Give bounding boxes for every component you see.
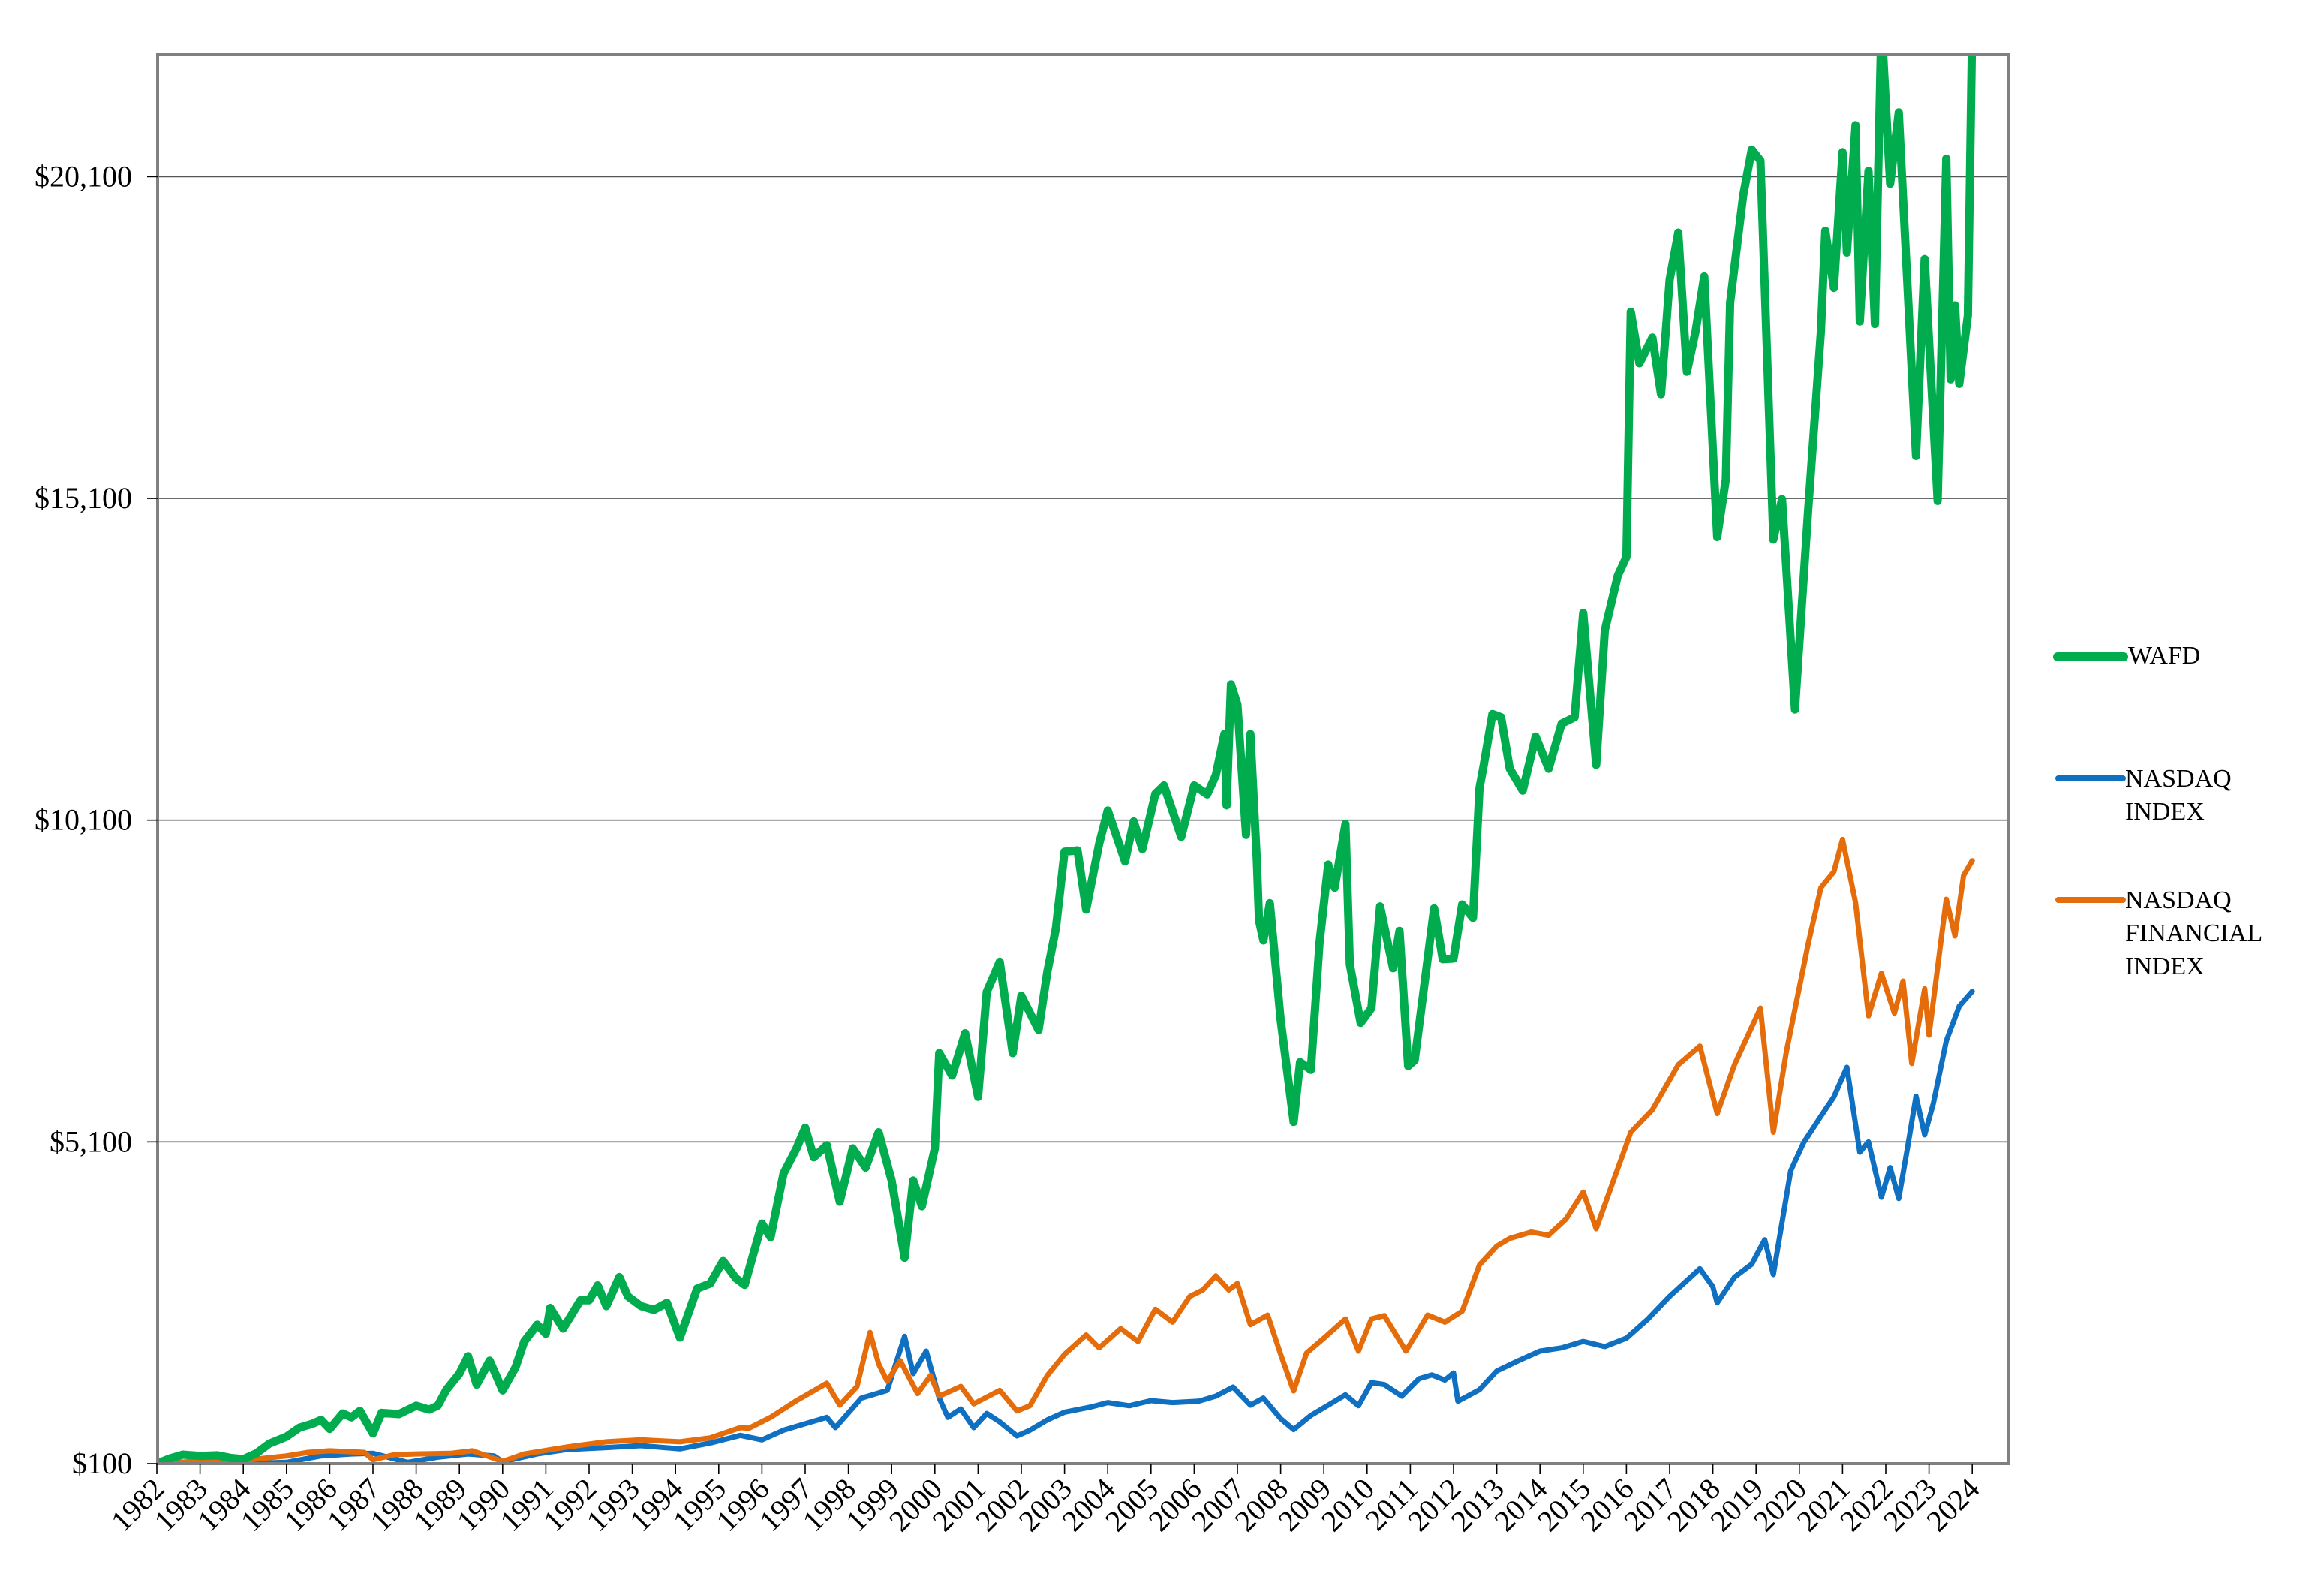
y-tick-label: $100: [72, 1446, 132, 1480]
y-tick-label: $20,100: [35, 159, 132, 193]
y-axis: $100 $5,100 $10,100 $15,100 $20,100: [35, 159, 158, 1480]
legend-label: NASDAQ INDEX: [2125, 765, 2232, 826]
y-tick-label: $5,100: [50, 1124, 132, 1158]
legend-label: WAFD: [2128, 642, 2201, 670]
legend-swatch-blue-line-icon: [2055, 775, 2126, 781]
y-tick-label: $10,100: [35, 803, 132, 837]
y-tick-label: $15,100: [35, 481, 132, 515]
series-line-wafd: [158, 54, 1977, 1464]
x-tick-label: 2024: [1920, 1472, 1986, 1538]
x-axis: 1982198319841985198619871988198919901991…: [104, 1464, 1986, 1538]
legend-label: NASDAQ FINANCIAL INDEX: [2125, 886, 2263, 980]
legend-swatch-orange-line-icon: [2055, 897, 2126, 903]
series-lines: [158, 54, 1977, 1464]
legend-swatch-green-line-icon: [2053, 652, 2128, 661]
gridlines: [158, 176, 2009, 1143]
series-line-nasdaq-index: [158, 989, 1975, 1464]
series-line-nasdaq-financial-index: [158, 836, 1975, 1464]
plot-frame: [156, 53, 2010, 1465]
